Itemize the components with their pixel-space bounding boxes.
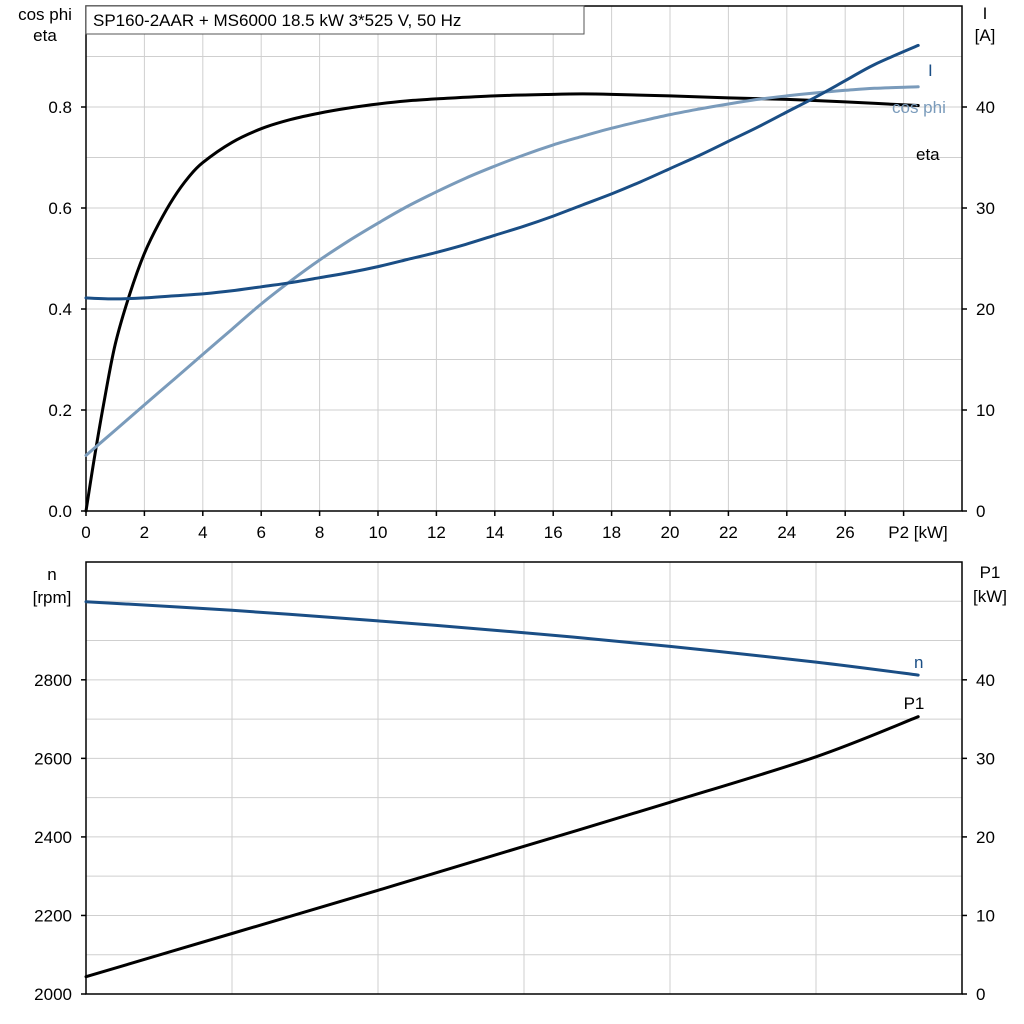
left-tick-label: 0.8 — [48, 98, 72, 117]
x-tick-label: 24 — [777, 523, 796, 542]
right-tick-label: 30 — [976, 199, 995, 218]
top-right-tick-labels: 0 10 20 30 40 — [962, 98, 995, 521]
bottom-left-axis-label-2: [rpm] — [33, 588, 72, 607]
right-tick-label: 10 — [976, 401, 995, 420]
x-tick-label: 4 — [198, 523, 207, 542]
bottom-right-axis-label-1: P1 — [980, 563, 1001, 582]
label-speed-n: n — [914, 653, 923, 672]
bottom-grid — [86, 562, 962, 994]
bottom-curves — [84, 600, 920, 979]
bottom-right-axis-label-2: [kW] — [973, 587, 1007, 606]
top-left-axis-label-2: eta — [33, 26, 57, 45]
right-tick-label: 20 — [976, 828, 995, 847]
right-tick-label: 10 — [976, 906, 995, 925]
bottom-right-tick-labels: 0 10 20 30 40 — [962, 671, 995, 1004]
curve-eta — [84, 92, 920, 513]
left-tick-label: 2400 — [34, 828, 72, 847]
right-tick-label: 0 — [976, 502, 985, 521]
label-cos-phi: cos phi — [892, 98, 946, 117]
chart-title: SP160-2AAR + MS6000 18.5 kW 3*525 V, 50 … — [93, 11, 461, 30]
left-tick-label: 2000 — [34, 985, 72, 1004]
top-right-axis-label-2: [A] — [975, 26, 996, 45]
right-tick-label: 40 — [976, 98, 995, 117]
x-tick-label: 18 — [602, 523, 621, 542]
left-tick-label: 0.0 — [48, 502, 72, 521]
label-power-P1: P1 — [904, 694, 925, 713]
label-current-I: I — [928, 61, 933, 80]
x-tick-label: 8 — [315, 523, 324, 542]
bottom-plot-frame — [85, 561, 963, 995]
left-tick-label: 2800 — [34, 671, 72, 690]
curve-current-I — [84, 43, 920, 301]
x-tick-label: 20 — [661, 523, 680, 542]
top-left-axis-label-1: cos phi — [18, 5, 72, 24]
x-tick-label: 22 — [719, 523, 738, 542]
right-tick-label: 40 — [976, 671, 995, 690]
right-tick-label: 0 — [976, 985, 985, 1004]
top-grid — [86, 5, 962, 511]
right-tick-label: 30 — [976, 749, 995, 768]
label-eta: eta — [916, 145, 940, 164]
curve-speed-n — [84, 600, 920, 677]
x-tick-label: 2 — [140, 523, 149, 542]
x-tick-label: 12 — [427, 523, 446, 542]
left-tick-label: 0.2 — [48, 401, 72, 420]
x-tick-label: 6 — [256, 523, 265, 542]
curve-cos-phi — [84, 85, 920, 457]
left-tick-label: 0.4 — [48, 300, 72, 319]
top-left-tick-labels: 0.0 0.2 0.4 0.6 0.8 — [48, 98, 86, 521]
top-right-axis-label-1: I — [983, 4, 988, 23]
top-chart: 0 2 4 6 8 10 12 14 16 18 20 22 24 26 0.00.20.40.60.8 … — [18, 4, 995, 542]
bottom-left-axis-label-1: n — [47, 565, 56, 584]
chart-title-box — [85, 5, 585, 35]
bottom-chart: 2000 2200 2400 2600 2800 0 10 20 30 40 n [rpm] P… — [33, 561, 1007, 1004]
top-x-tick-labels: 0 2 4 6 8 10 12 14 16 18 20 22 24 26 — [81, 511, 905, 542]
x-tick-label: 10 — [369, 523, 388, 542]
x-tick-label: 26 — [836, 523, 855, 542]
top-curves — [84, 43, 920, 513]
x-tick-label: 16 — [544, 523, 563, 542]
left-tick-label: 2200 — [34, 906, 72, 925]
left-tick-label: 0.6 — [48, 199, 72, 218]
x-tick-label: 14 — [485, 523, 504, 542]
curve-power-P1 — [84, 715, 920, 979]
x-axis-label: P2 [kW] — [888, 523, 948, 542]
bottom-left-tick-labels: 2000 2200 2400 2600 2800 — [34, 671, 86, 1004]
left-tick-label: 2600 — [34, 749, 72, 768]
x-tick-label: 0 — [81, 523, 90, 542]
right-tick-label: 20 — [976, 300, 995, 319]
